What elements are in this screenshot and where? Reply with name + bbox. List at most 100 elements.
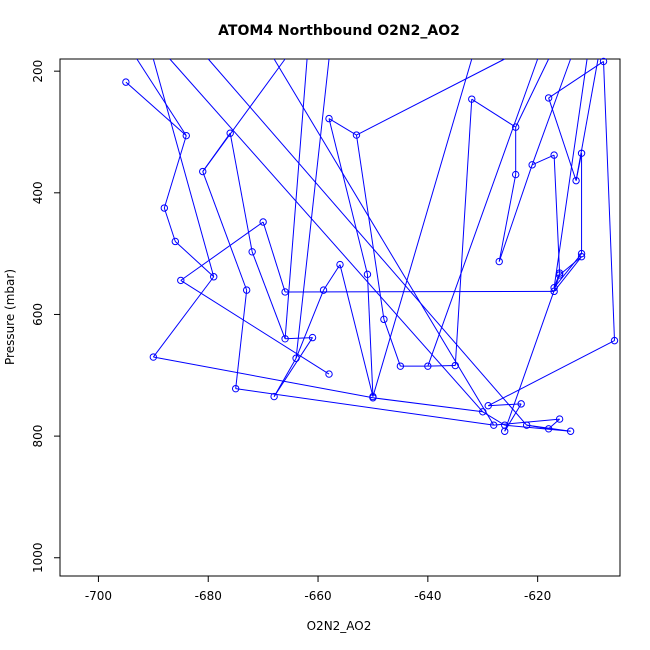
y-tick-label: 600: [31, 303, 45, 326]
series-line-segment: [125, 81, 187, 137]
series-line-segment: [153, 356, 374, 399]
data-point: [325, 370, 333, 378]
x-tick-label: -640: [414, 589, 441, 603]
x-axis-label: O2N2_AO2: [307, 619, 372, 633]
series-line-segment: [229, 133, 253, 252]
data-point: [177, 276, 185, 285]
series-line-segment: [504, 424, 571, 432]
data-point: [528, 161, 536, 169]
series-line-segment: [575, 58, 599, 181]
series-line-segment: [295, 58, 330, 359]
series-line-segment: [180, 221, 264, 281]
y-tick-label: 400: [31, 181, 45, 204]
x-tick-label: -660: [304, 589, 331, 603]
series-line-segment: [454, 99, 473, 366]
series-line-segment: [531, 58, 572, 166]
series-line-segment: [207, 58, 528, 426]
series-line-segment: [284, 58, 308, 339]
plot-frame: [59, 58, 621, 577]
series-line-segment: [152, 276, 215, 358]
data-point: [550, 283, 558, 292]
x-tick-label: -620: [524, 589, 551, 603]
series-line-segment: [169, 58, 484, 413]
series-line-segment: [366, 274, 374, 397]
data-point: [259, 218, 267, 226]
data-point: [511, 123, 520, 131]
series-line-segment: [273, 58, 495, 426]
series-line-segment: [548, 97, 577, 181]
series-line-segment: [488, 403, 522, 407]
data-point: [270, 392, 278, 401]
data-point: [517, 400, 525, 408]
series-line-segment: [515, 58, 550, 128]
data-point: [149, 353, 158, 361]
series-line-segment: [202, 58, 286, 172]
data-point: [352, 131, 361, 139]
data-point: [308, 333, 317, 342]
series-line-segment: [273, 358, 297, 397]
data-point: [231, 384, 240, 393]
data-point: [226, 129, 234, 137]
data-point: [171, 237, 179, 246]
chart-title: ATOM4 Northbound O2N2_AO2: [218, 23, 460, 39]
series-line-segment: [285, 337, 313, 340]
data-point: [319, 286, 328, 294]
data-point: [550, 151, 558, 159]
series-line-segment: [152, 58, 215, 277]
series-line-segment: [356, 58, 505, 136]
data-point: [451, 361, 459, 370]
y-axis: 200 400 600 800 1000: [31, 60, 60, 573]
series-line-segment: [553, 256, 582, 292]
series-line-segment: [488, 340, 615, 407]
data-point: [210, 273, 218, 281]
y-tick-label: 1000: [31, 542, 45, 573]
series-line-segment: [174, 241, 215, 278]
data-point: [522, 421, 531, 429]
data-point: [281, 288, 289, 296]
data-point: [363, 270, 372, 279]
series-line-segment: [235, 388, 494, 426]
series-line-segment: [548, 61, 604, 99]
series-line-segment: [553, 253, 582, 289]
series-line-segment: [163, 135, 187, 209]
series-line-segment: [553, 58, 588, 288]
y-tick-label: 800: [31, 425, 45, 448]
series-line-segment: [202, 171, 248, 291]
data-point: [182, 131, 190, 140]
series-line-segment: [285, 290, 555, 293]
data-point: [566, 427, 575, 435]
data-point: [281, 335, 289, 343]
data-point: [325, 114, 333, 123]
series-line-segment: [504, 274, 561, 432]
series-line-segment: [482, 411, 505, 426]
data-point: [599, 57, 608, 66]
data-point: [511, 170, 520, 179]
series-line-segment: [471, 98, 516, 128]
series-line-segment: [339, 264, 374, 397]
data-point: [555, 415, 564, 423]
series-line-segment: [355, 134, 385, 320]
x-tick-label: -680: [195, 589, 222, 603]
data-point: [336, 260, 344, 269]
data-point: [577, 149, 586, 157]
series-line-segment: [163, 207, 176, 242]
y-axis-label: Pressure (mbar): [3, 269, 17, 365]
series-line-segment: [603, 61, 616, 341]
data-point: [248, 248, 256, 256]
series-line-segment: [328, 118, 357, 136]
data-point: [544, 425, 553, 433]
series-line-segment: [235, 290, 248, 389]
data-point: [122, 78, 130, 86]
y-tick-label: 200: [31, 60, 45, 83]
series-line-segment: [295, 289, 324, 359]
series-line-segment: [273, 337, 313, 397]
data-point: [380, 315, 388, 324]
x-axis: -700 -680 -660 -640 -620: [85, 576, 551, 603]
data-point: [242, 286, 251, 294]
data-point: [160, 204, 169, 212]
series-line-segment: [372, 397, 483, 413]
series-line-segment: [559, 256, 582, 276]
series-line-segment: [498, 174, 517, 262]
data-point: [292, 354, 300, 362]
